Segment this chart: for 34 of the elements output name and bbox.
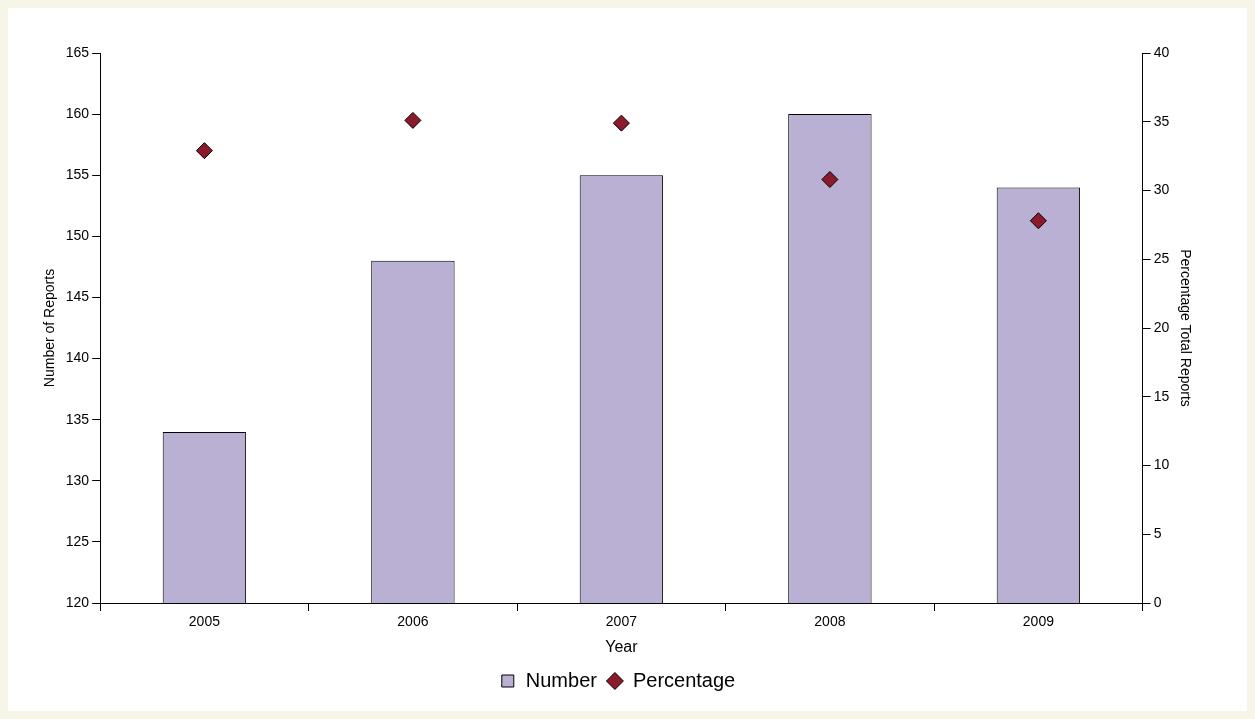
y2-tick-label: 10 xyxy=(1153,456,1170,473)
y-tick-label: 130 xyxy=(65,471,90,488)
y2-tick-label: 0 xyxy=(1153,593,1162,610)
legend-label: Percentage xyxy=(632,668,736,691)
y2-tick-label: 30 xyxy=(1153,181,1170,198)
y-tick-label: 140 xyxy=(65,349,90,366)
y-tick-label: 125 xyxy=(65,532,90,549)
y-axis-title: Number of Reports xyxy=(41,268,58,388)
y2-tick-label: 15 xyxy=(1153,387,1170,404)
x-tick-label: 2009 xyxy=(1022,613,1055,630)
x-axis-title: Year xyxy=(605,637,639,655)
y2-tick-label: 40 xyxy=(1153,43,1170,60)
y-tick-label: 155 xyxy=(65,166,90,183)
x-tick-label: 2007 xyxy=(605,613,638,630)
y-tick-label: 120 xyxy=(65,593,90,610)
y-tick-label: 165 xyxy=(65,43,90,60)
point xyxy=(195,142,213,160)
y2-axis-title: Percentage Total Reports xyxy=(1177,249,1194,407)
legend-label: Number xyxy=(525,668,598,691)
x-tick-label: 2005 xyxy=(188,613,221,630)
point xyxy=(821,171,839,188)
point xyxy=(612,114,630,132)
y2-tick-label: 5 xyxy=(1153,525,1162,542)
point xyxy=(404,111,422,129)
y-tick-label: 150 xyxy=(65,227,90,244)
y2-tick-label: 20 xyxy=(1153,318,1170,335)
y-tick-label: 145 xyxy=(65,288,90,305)
y2-tick-label: 25 xyxy=(1153,250,1170,267)
y2-tick-label: 35 xyxy=(1153,112,1170,129)
x-tick-label: 2006 xyxy=(397,613,429,630)
y-tick-label: 135 xyxy=(65,410,90,427)
y-tick-label: 160 xyxy=(65,104,90,121)
x-tick-label: 2008 xyxy=(814,613,846,630)
point xyxy=(1029,212,1047,230)
